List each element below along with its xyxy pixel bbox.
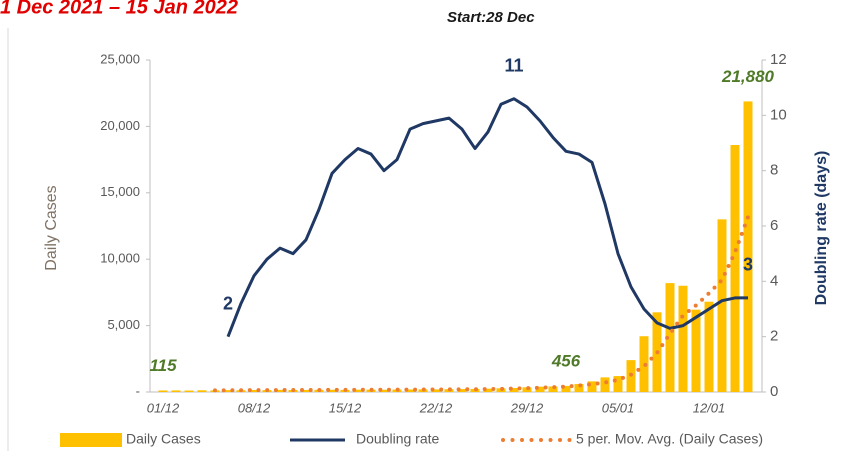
x-tick-label: 05/01 xyxy=(602,400,635,415)
data-label: 3 xyxy=(743,255,753,275)
bar xyxy=(613,376,623,392)
bar xyxy=(587,381,597,392)
bar xyxy=(743,101,753,393)
chart-subtitle: Start:28 Dec xyxy=(447,9,535,26)
bar xyxy=(171,390,181,392)
data-label: 2 xyxy=(223,293,233,313)
bar xyxy=(535,386,545,392)
y-tick-label: 25,000 xyxy=(100,51,140,66)
x-tick-label: 12/01 xyxy=(693,400,726,415)
data-label: 115 xyxy=(149,356,177,375)
bar xyxy=(197,390,207,392)
x-tick-label: 08/12 xyxy=(238,400,271,415)
bar xyxy=(717,219,727,392)
bar xyxy=(431,389,441,392)
legend-label: Doubling rate xyxy=(356,431,439,447)
bar xyxy=(353,389,363,392)
y-tick-label: 20,000 xyxy=(100,118,140,133)
moving-average xyxy=(213,215,750,393)
y-axis-label: Daily Cases xyxy=(43,185,60,270)
y-tick-label: 10,000 xyxy=(100,251,140,266)
bar xyxy=(457,389,467,392)
y2-tick-label: 2 xyxy=(770,328,778,345)
bar xyxy=(600,377,610,392)
bar xyxy=(548,386,558,392)
bar xyxy=(678,285,688,392)
data-label: 11 xyxy=(504,55,523,75)
y-tick-label: 5,000 xyxy=(107,317,140,332)
bar xyxy=(704,301,714,392)
y2-axis-label: Doubling rate (days) xyxy=(813,151,830,306)
x-tick-label: 22/12 xyxy=(419,400,453,415)
x-tick-label: 01/12 xyxy=(147,400,180,415)
data-label: 456 xyxy=(551,351,581,370)
legend-label: Daily Cases xyxy=(126,431,201,447)
bar xyxy=(691,309,701,392)
y2-tick-label: 0 xyxy=(770,383,778,400)
bar xyxy=(223,390,233,392)
bar xyxy=(730,144,740,392)
legend-swatch xyxy=(60,433,122,447)
data-label: 21,880 xyxy=(721,67,775,86)
doubling-line xyxy=(226,97,748,338)
y2-tick-label: 12 xyxy=(770,51,787,68)
bar xyxy=(483,388,493,392)
y2-tick-label: 6 xyxy=(770,217,778,234)
bar xyxy=(275,389,285,392)
bar xyxy=(158,390,168,392)
x-tick-label: 15/12 xyxy=(329,400,362,415)
bar xyxy=(405,389,415,392)
bar xyxy=(249,390,259,392)
y2-tick-label: 10 xyxy=(770,106,787,123)
bar xyxy=(327,389,337,392)
chart-title: 1 Dec 2021 – 15 Jan 2022 xyxy=(0,0,238,18)
y-tick-label: 15,000 xyxy=(100,184,140,199)
bar xyxy=(561,385,571,392)
legend-label: 5 per. Mov. Avg. (Daily Cases) xyxy=(576,431,763,447)
bar xyxy=(301,389,311,392)
y2-tick-label: 8 xyxy=(770,162,778,179)
y2-tick-label: 4 xyxy=(770,272,778,289)
bar xyxy=(184,390,194,392)
bar xyxy=(379,389,389,392)
bar xyxy=(665,283,675,392)
x-tick-label: 29/12 xyxy=(510,400,544,415)
y-tick-label: - xyxy=(136,383,140,398)
bar xyxy=(509,388,519,392)
bar xyxy=(574,384,584,392)
